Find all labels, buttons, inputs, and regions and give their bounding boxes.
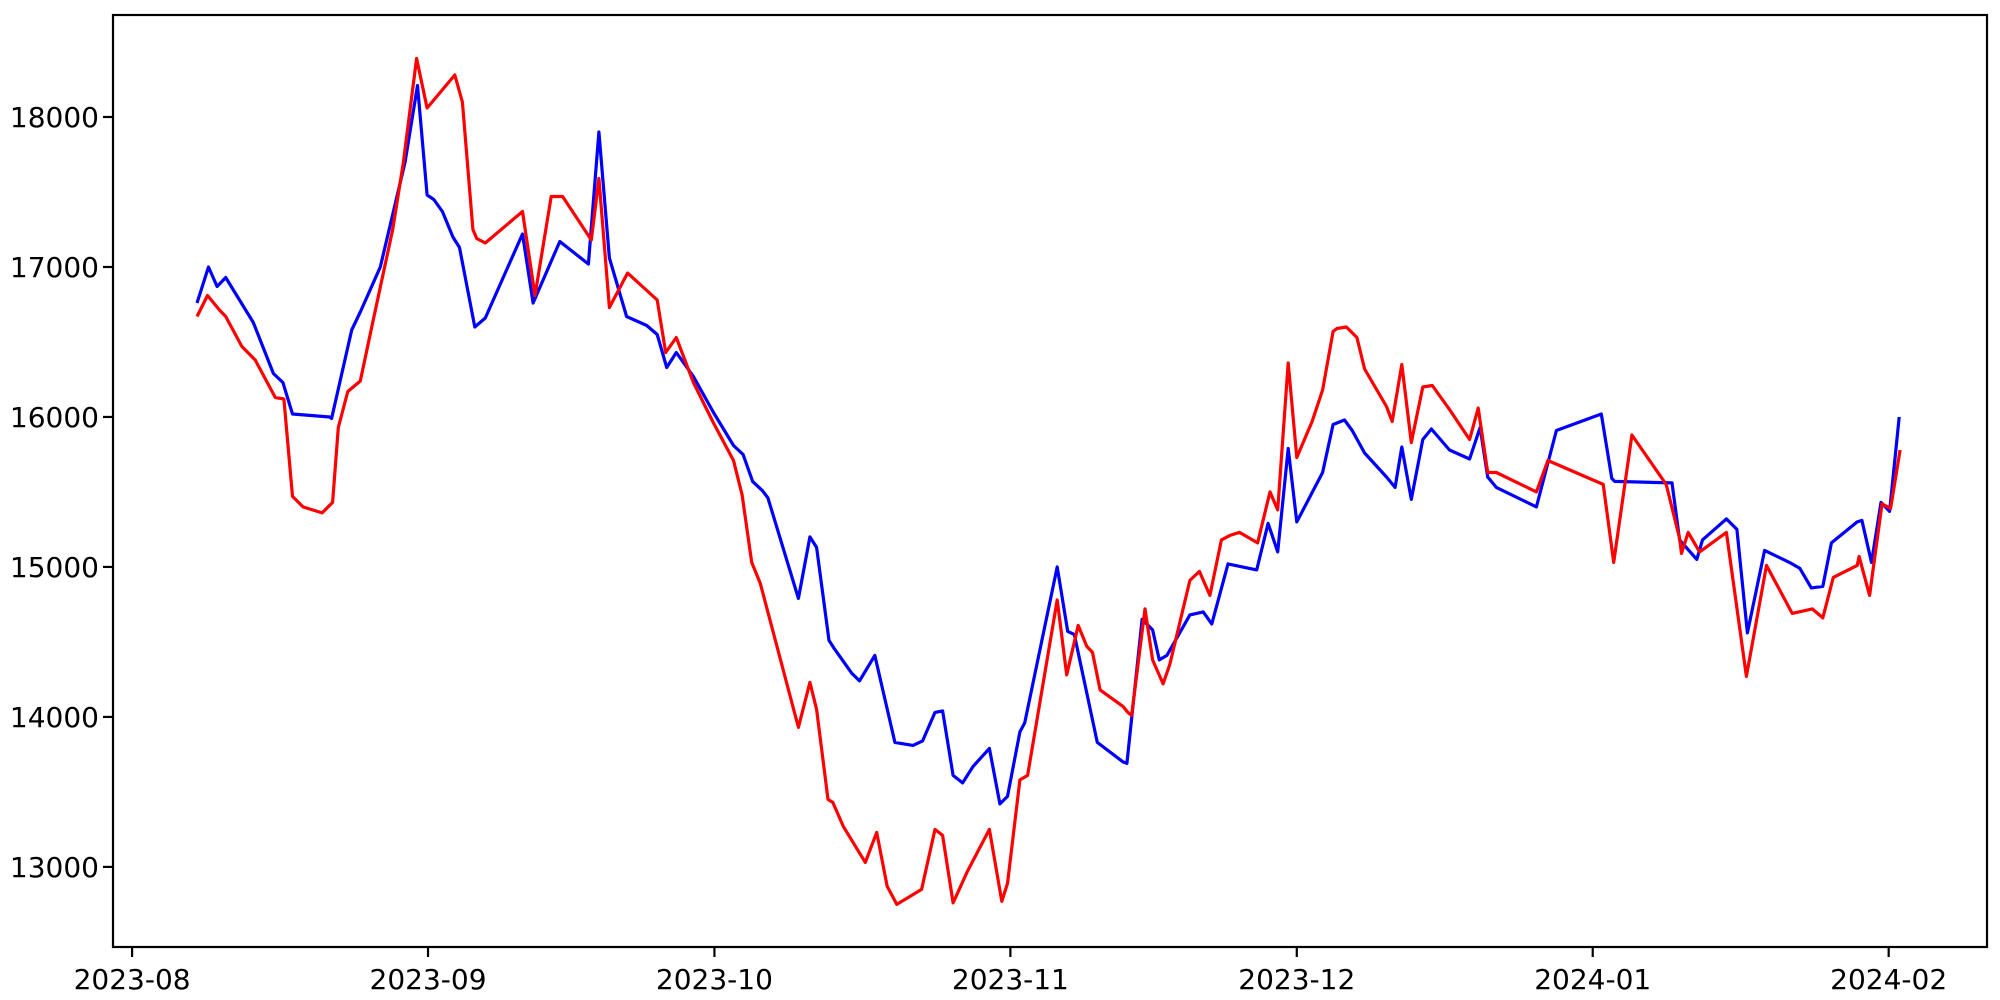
y-tick-label: 18000 xyxy=(10,101,99,134)
y-tick-label: 16000 xyxy=(10,401,99,434)
x-tick-label: 2023-09 xyxy=(370,963,487,996)
x-tick-label: 2023-10 xyxy=(656,963,773,996)
y-tick-label: 15000 xyxy=(10,551,99,584)
x-tick-label: 2023-11 xyxy=(952,963,1069,996)
x-tick-label: 2023-12 xyxy=(1238,963,1355,996)
y-tick-label: 17000 xyxy=(10,251,99,284)
x-tick-label: 2023-08 xyxy=(74,963,191,996)
x-tick-label: 2024-02 xyxy=(1830,963,1947,996)
blue-series-line xyxy=(195,83,1901,806)
x-tick-label: 2024-01 xyxy=(1534,963,1651,996)
red-series-line xyxy=(195,56,1902,907)
plot-border xyxy=(111,13,1989,949)
y-tick-label: 13000 xyxy=(10,851,99,884)
y-tick-label: 14000 xyxy=(10,701,99,734)
